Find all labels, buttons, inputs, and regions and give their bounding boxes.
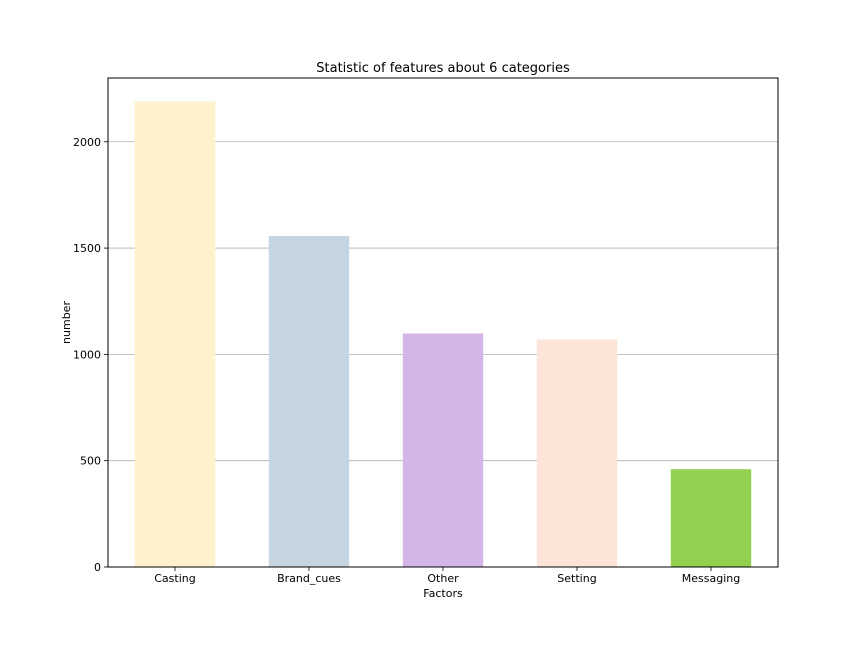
y-tick-label: 0 xyxy=(94,561,101,574)
bar-other xyxy=(402,333,484,567)
x-tick-label: Casting xyxy=(154,572,195,585)
bar-setting xyxy=(536,339,618,567)
y-axis-label: number xyxy=(60,301,73,344)
x-tick-label: Setting xyxy=(557,572,596,585)
x-axis-ticks: Casting Brand_cues Other Setting Messaging xyxy=(154,567,740,585)
x-tick-label: Brand_cues xyxy=(277,572,341,585)
y-tick-label: 500 xyxy=(80,455,101,468)
x-tick-label: Messaging xyxy=(682,572,740,585)
x-tick-label: Other xyxy=(427,572,459,585)
chart-title: Statistic of features about 6 categories xyxy=(316,61,570,76)
bar-casting xyxy=(134,101,216,567)
bar-messaging xyxy=(670,469,752,567)
y-tick-label: 2000 xyxy=(73,136,101,149)
y-tick-label: 1000 xyxy=(73,348,101,361)
x-axis-label: Factors xyxy=(423,587,463,600)
y-axis-ticks: 0 500 1000 1500 2000 xyxy=(73,136,108,574)
y-tick-label: 1500 xyxy=(73,242,101,255)
bars xyxy=(134,101,752,567)
bar-brand-cues xyxy=(268,235,350,567)
